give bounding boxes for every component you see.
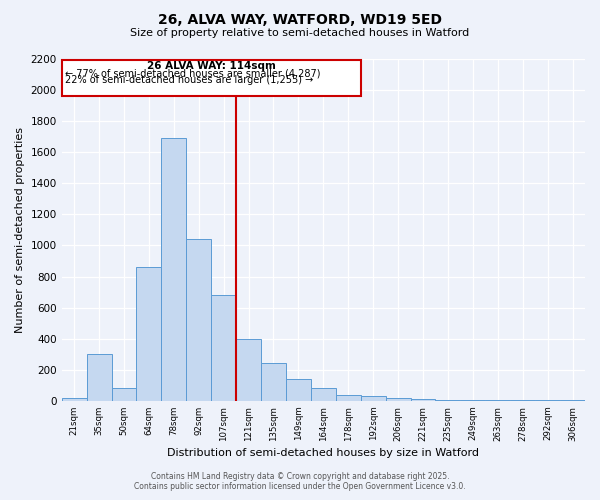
Bar xyxy=(112,388,136,401)
Bar xyxy=(410,400,436,401)
Bar xyxy=(436,400,460,401)
X-axis label: Distribution of semi-detached houses by size in Watford: Distribution of semi-detached houses by … xyxy=(167,448,479,458)
Bar xyxy=(62,398,86,401)
Y-axis label: Number of semi-detached properties: Number of semi-detached properties xyxy=(15,127,25,333)
Bar xyxy=(136,267,161,401)
Bar xyxy=(361,396,386,401)
Bar xyxy=(86,354,112,401)
Bar xyxy=(336,396,361,401)
Bar xyxy=(186,239,211,401)
Text: 22% of semi-detached houses are larger (1,255) →: 22% of semi-detached houses are larger (… xyxy=(65,74,314,85)
Bar xyxy=(311,388,336,401)
Bar xyxy=(211,295,236,401)
Text: Size of property relative to semi-detached houses in Watford: Size of property relative to semi-detach… xyxy=(130,28,470,38)
Text: Contains HM Land Registry data © Crown copyright and database right 2025.
Contai: Contains HM Land Registry data © Crown c… xyxy=(134,472,466,491)
Bar xyxy=(386,398,410,401)
FancyBboxPatch shape xyxy=(62,60,361,96)
Bar xyxy=(460,400,485,401)
Text: 26, ALVA WAY, WATFORD, WD19 5ED: 26, ALVA WAY, WATFORD, WD19 5ED xyxy=(158,12,442,26)
Bar xyxy=(161,138,186,401)
Bar xyxy=(510,400,535,401)
Bar xyxy=(286,379,311,401)
Text: ← 77% of semi-detached houses are smaller (4,287): ← 77% of semi-detached houses are smalle… xyxy=(65,68,321,78)
Text: 26 ALVA WAY: 114sqm: 26 ALVA WAY: 114sqm xyxy=(147,62,275,72)
Bar xyxy=(236,338,261,401)
Bar xyxy=(261,363,286,401)
